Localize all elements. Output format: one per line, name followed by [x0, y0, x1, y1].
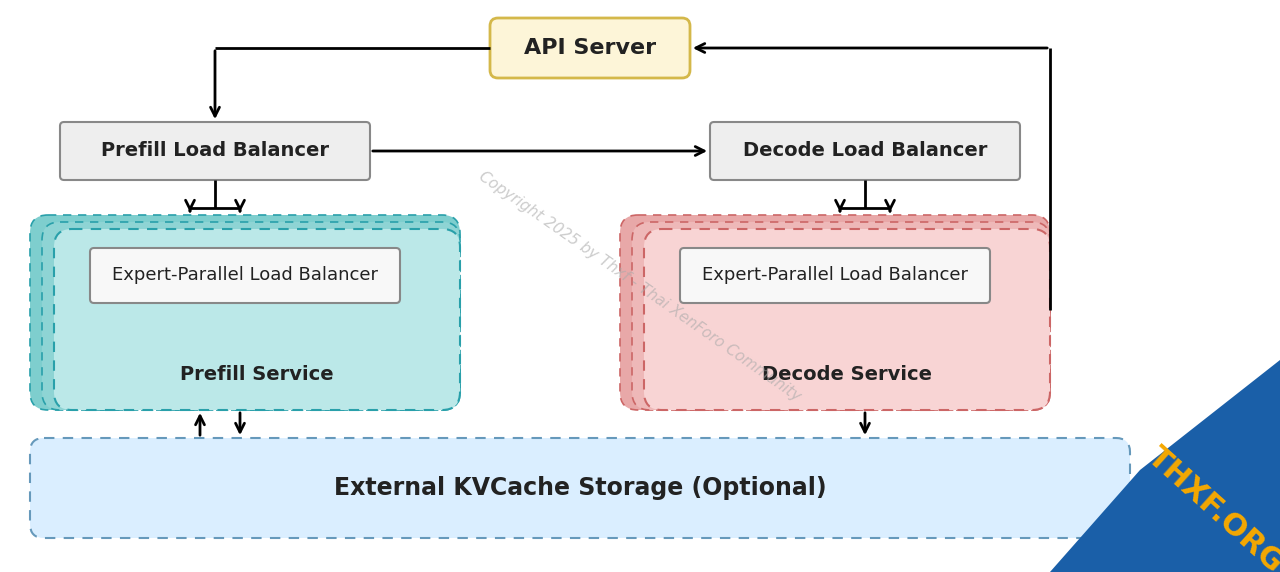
FancyBboxPatch shape [632, 222, 1050, 410]
Polygon shape [1050, 360, 1280, 572]
FancyBboxPatch shape [490, 18, 690, 78]
FancyBboxPatch shape [90, 248, 399, 303]
FancyBboxPatch shape [29, 215, 460, 410]
Text: Prefill Load Balancer: Prefill Load Balancer [101, 141, 329, 161]
Text: External KVCache Storage (Optional): External KVCache Storage (Optional) [334, 476, 827, 500]
Text: API Server: API Server [524, 38, 657, 58]
Text: Decode Service: Decode Service [762, 364, 932, 383]
FancyBboxPatch shape [644, 229, 1050, 410]
FancyBboxPatch shape [29, 438, 1130, 538]
Text: Expert-Parallel Load Balancer: Expert-Parallel Load Balancer [701, 267, 968, 284]
Text: Expert-Parallel Load Balancer: Expert-Parallel Load Balancer [113, 267, 378, 284]
Text: Prefill Service: Prefill Service [180, 364, 334, 383]
FancyBboxPatch shape [54, 229, 460, 410]
FancyBboxPatch shape [710, 122, 1020, 180]
Text: Copyright 2025 by Thxf - Thai XenForo Community: Copyright 2025 by Thxf - Thai XenForo Co… [476, 168, 804, 404]
FancyBboxPatch shape [680, 248, 989, 303]
FancyBboxPatch shape [60, 122, 370, 180]
Text: THXF.ORG: THXF.ORG [1142, 442, 1280, 572]
Text: Decode Load Balancer: Decode Load Balancer [742, 141, 987, 161]
FancyBboxPatch shape [620, 215, 1050, 410]
FancyBboxPatch shape [42, 222, 460, 410]
